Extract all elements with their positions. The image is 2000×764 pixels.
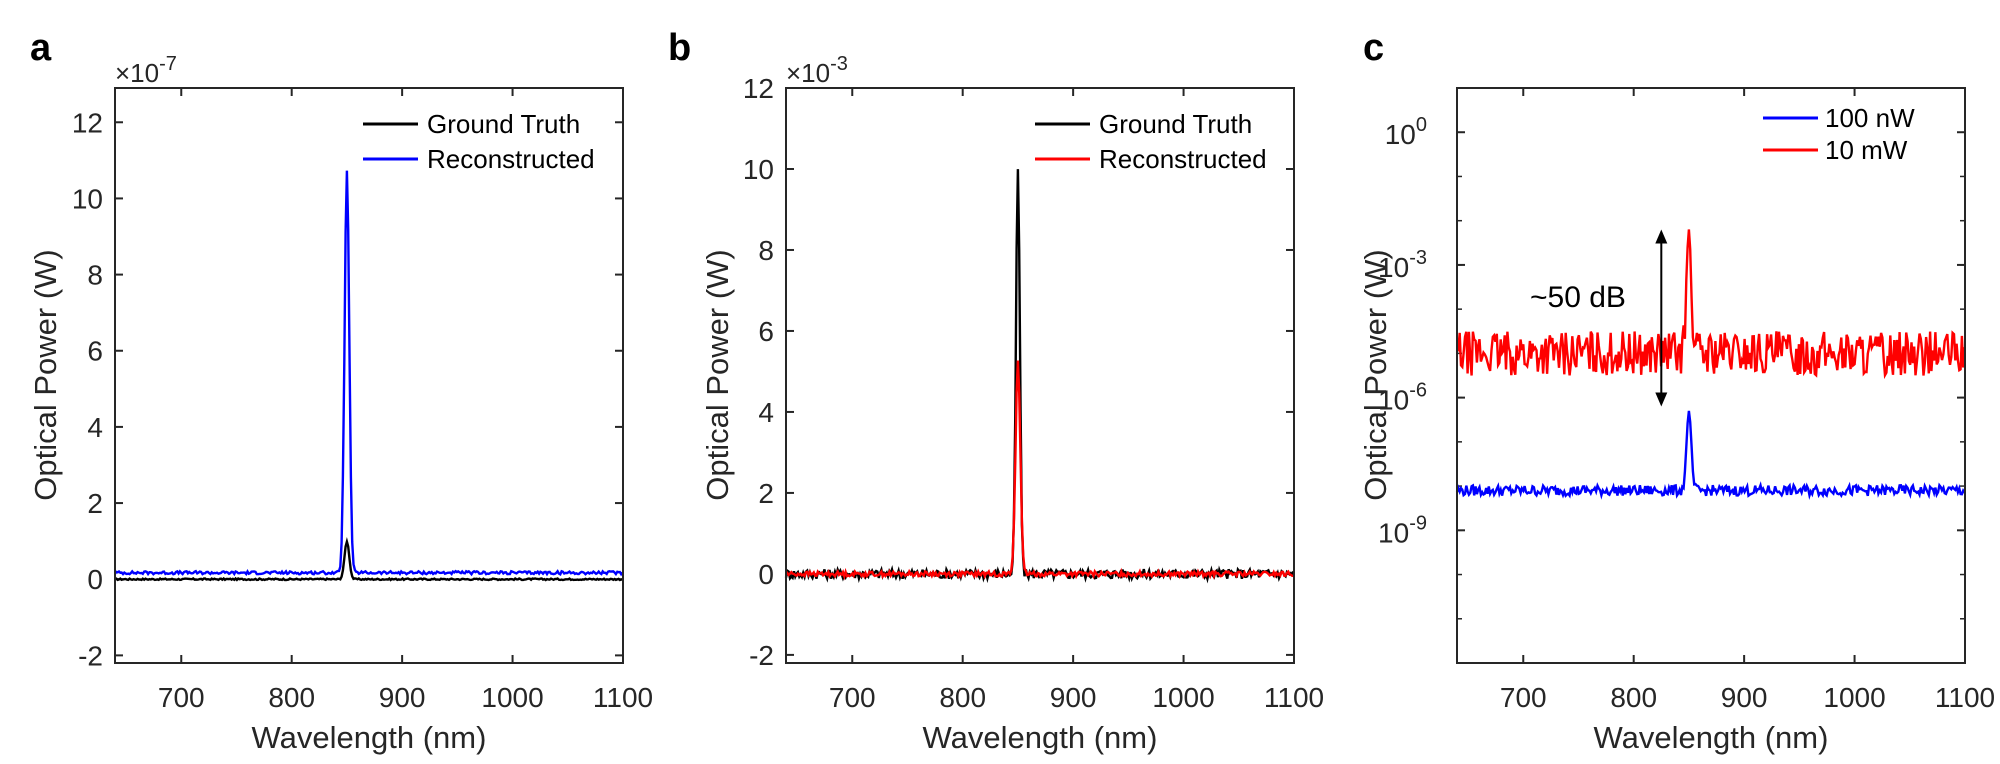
y-tick-label: 100 xyxy=(1385,114,1427,150)
x-ticks-c: 700 800 900 1000 1100 xyxy=(1500,88,1995,713)
x-tick-label: 1100 xyxy=(593,682,653,713)
series-line-10-mw xyxy=(1456,229,1966,380)
y-tick-label: 12 xyxy=(743,73,774,104)
x-axis-label-c: Wavelength (nm) xyxy=(1594,720,1829,755)
series-line-reconstructed xyxy=(114,170,624,577)
panel-b: b ×10-3 -2 0 2 4 6 8 10 12 700 800 900 1000 1100 Wa… xyxy=(668,27,1324,755)
x-tick-label: 1000 xyxy=(1823,682,1885,713)
y-tick-label: -2 xyxy=(78,640,103,671)
panel-letter-c: c xyxy=(1363,27,1384,69)
legend-c: 100 nW 10 mW xyxy=(1763,103,1915,165)
y-multiplier-a: ×10-7 xyxy=(115,53,177,88)
y-tick-label: 10-6 xyxy=(1378,380,1427,416)
legend-label-b-0: Ground Truth xyxy=(1099,109,1252,139)
x-ticks-a: 700 800 900 1000 1100 xyxy=(158,88,653,713)
y-tick-label: 10-9 xyxy=(1378,512,1427,548)
legend-b: Ground Truth Reconstructed xyxy=(1035,109,1267,174)
x-ticks-b: 700 800 900 1000 1100 xyxy=(829,88,1324,713)
x-tick-label: 900 xyxy=(1721,682,1768,713)
x-tick-label: 700 xyxy=(1500,682,1547,713)
series-c xyxy=(1455,229,1966,500)
y-axis-label-c: Optical Power (W) xyxy=(1358,249,1393,500)
y-tick-label: 2 xyxy=(87,488,103,519)
series-b xyxy=(784,169,1295,584)
y-axis-label-b: Optical Power (W) xyxy=(700,249,735,500)
y-tick-label: 4 xyxy=(87,412,103,443)
x-tick-label: 1000 xyxy=(1152,682,1214,713)
y-tick-label: 12 xyxy=(72,107,103,138)
y-tick-label: 8 xyxy=(758,235,774,266)
y-tick-label: 2 xyxy=(758,478,774,509)
panel-letter-a: a xyxy=(30,27,52,69)
series-a xyxy=(114,170,624,582)
y-tick-label: -2 xyxy=(749,640,774,671)
legend-label-a-0: Ground Truth xyxy=(427,109,580,139)
y-tick-label: 4 xyxy=(758,397,774,428)
series-line-ground-truth xyxy=(784,169,1295,584)
svg-text:×10-7: ×10-7 xyxy=(115,53,177,88)
annotation-label: ~50 dB xyxy=(1530,281,1626,314)
y-tick-label: 10-3 xyxy=(1378,247,1427,283)
annotation-50db: ~50 dB xyxy=(1530,229,1668,407)
plot-frame-c xyxy=(1456,87,1966,664)
plot-frame-b xyxy=(785,87,1295,664)
x-axis-label-a: Wavelength (nm) xyxy=(252,720,487,755)
y-tick-label: 0 xyxy=(87,564,103,595)
x-tick-label: 800 xyxy=(1610,682,1657,713)
annotation-arrowhead-top xyxy=(1655,229,1668,244)
legend-label-a-1: Reconstructed xyxy=(427,144,595,174)
series-line-reconstructed xyxy=(785,360,1294,581)
series-line-100-nw xyxy=(1455,410,1966,500)
plot-frame-a xyxy=(114,87,624,664)
legend-label-c-1: 10 mW xyxy=(1825,135,1908,165)
x-tick-label: 800 xyxy=(268,682,315,713)
x-tick-label: 700 xyxy=(158,682,205,713)
y-multiplier-b: ×10-3 xyxy=(786,53,848,88)
x-tick-label: 1100 xyxy=(1935,682,1995,713)
svg-text:×10-3: ×10-3 xyxy=(786,53,848,88)
panel-letter-b: b xyxy=(668,27,691,69)
legend-label-b-1: Reconstructed xyxy=(1099,144,1267,174)
legend-label-c-0: 100 nW xyxy=(1825,103,1915,133)
x-tick-label: 900 xyxy=(379,682,426,713)
x-tick-label: 1000 xyxy=(481,682,543,713)
y-ticks-c: 100 10-3 10-6 10-9 xyxy=(1378,87,1965,664)
x-tick-label: 700 xyxy=(829,682,876,713)
annotation-arrowhead-bottom xyxy=(1655,392,1668,407)
panel-c: c 100 10-3 10-6 10-9 700 800 900 1000 1100 Wave… xyxy=(1358,27,1995,755)
y-tick-label: 10 xyxy=(743,154,774,185)
legend-a: Ground Truth Reconstructed xyxy=(363,109,595,174)
panel-a: a ×10-7 -2 0 2 4 6 8 10 12 700 800 900 1000 1100 Wa… xyxy=(28,27,653,755)
y-ticks-b: -2 0 2 4 6 8 10 12 xyxy=(743,73,1294,671)
y-tick-label: 6 xyxy=(758,316,774,347)
y-axis-label-a: Optical Power (W) xyxy=(28,249,63,500)
y-ticks-a: -2 0 2 4 6 8 10 12 xyxy=(72,107,623,671)
y-tick-label: 10 xyxy=(72,183,103,214)
x-tick-label: 1100 xyxy=(1264,682,1324,713)
x-axis-label-b: Wavelength (nm) xyxy=(923,720,1158,755)
y-tick-label: 6 xyxy=(87,336,103,367)
y-tick-label: 0 xyxy=(758,559,774,590)
x-tick-label: 800 xyxy=(939,682,986,713)
x-tick-label: 900 xyxy=(1050,682,1097,713)
series-line-ground-truth xyxy=(115,537,623,582)
y-tick-label: 8 xyxy=(87,260,103,291)
